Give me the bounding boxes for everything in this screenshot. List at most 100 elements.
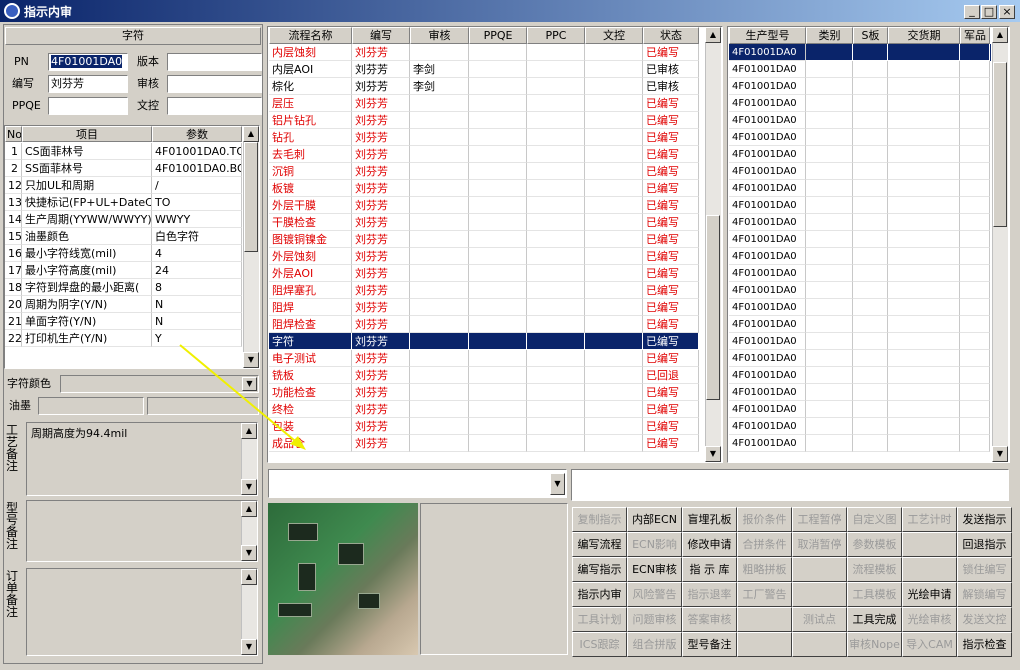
- scroll-up[interactable]: ▲: [241, 501, 257, 517]
- table-cell: 阻焊塞孔: [269, 282, 352, 299]
- text-field[interactable]: [571, 469, 1009, 501]
- action-button[interactable]: 编写指示: [572, 557, 627, 582]
- close-button[interactable]: ×: [999, 5, 1015, 19]
- table-cell: [527, 265, 585, 282]
- table-cell: 生产周期(YYWW/WWYY): [22, 211, 152, 228]
- table-cell: [806, 435, 853, 452]
- table-cell: [888, 299, 960, 316]
- table-cell: [469, 384, 527, 401]
- action-button[interactable]: 编写流程: [572, 532, 627, 557]
- maximize-button[interactable]: □: [981, 5, 997, 19]
- scroll-down[interactable]: ▼: [243, 352, 259, 368]
- selected-row: [729, 44, 991, 61]
- chip: [288, 523, 318, 541]
- column-header: 编写: [352, 27, 410, 44]
- action-button[interactable]: 修改申请: [682, 532, 737, 557]
- text-field[interactable]: [167, 53, 262, 71]
- table-cell: [806, 78, 853, 95]
- scroll-up[interactable]: ▲: [705, 27, 721, 43]
- note-text[interactable]: 周期高度为94.4mil: [26, 422, 258, 496]
- text-field[interactable]: [38, 397, 144, 415]
- table-cell: 内层AOI: [269, 61, 352, 78]
- table-cell: [469, 282, 527, 299]
- text-field[interactable]: [167, 75, 262, 93]
- table-cell: 李剑: [410, 61, 469, 78]
- combo-box[interactable]: [60, 375, 259, 393]
- table-cell: [888, 78, 960, 95]
- text-field[interactable]: 4F01001DA0: [48, 53, 128, 71]
- action-button[interactable]: 指示检查: [957, 632, 1012, 657]
- table-cell: N: [152, 296, 242, 313]
- table-cell: [410, 435, 469, 452]
- table-cell: [806, 163, 853, 180]
- table-cell: [527, 112, 585, 129]
- table-cell: [469, 180, 527, 197]
- combo-arrow[interactable]: ▼: [242, 377, 257, 391]
- action-button: 发送文控: [957, 607, 1012, 632]
- action-button[interactable]: 工具完成: [847, 607, 902, 632]
- scroll-down[interactable]: ▼: [992, 446, 1008, 462]
- action-button: [792, 632, 847, 657]
- scroll-down[interactable]: ▼: [241, 545, 257, 561]
- action-button: 组合拼版: [627, 632, 682, 657]
- combo-arrow[interactable]: ▼: [550, 473, 565, 495]
- action-button[interactable]: 指 示 库: [682, 557, 737, 582]
- combo-box[interactable]: [268, 469, 567, 498]
- chip: [358, 593, 380, 609]
- table-cell: 4F01001DA0: [729, 299, 806, 316]
- table-cell: [806, 333, 853, 350]
- table-cell: [888, 350, 960, 367]
- note-text[interactable]: [26, 568, 258, 656]
- table-cell: [585, 163, 643, 180]
- action-button: 答案审核: [682, 607, 737, 632]
- scroll-up[interactable]: ▲: [243, 126, 259, 142]
- scroll-down[interactable]: ▼: [705, 446, 721, 462]
- action-button[interactable]: 光绘申请: [902, 582, 957, 607]
- action-button[interactable]: 指示内审: [572, 582, 627, 607]
- selected-row: [269, 333, 699, 350]
- table-cell: [853, 112, 888, 129]
- table-cell: [469, 214, 527, 231]
- scroll-up[interactable]: ▲: [241, 423, 257, 439]
- action-button[interactable]: 盲埋孔板: [682, 507, 737, 532]
- table-cell: [585, 95, 643, 112]
- note-text[interactable]: [26, 500, 258, 562]
- minimize-button[interactable]: _: [964, 5, 980, 19]
- table-cell: [888, 248, 960, 265]
- field-label: 审核: [137, 77, 159, 90]
- scroll-up[interactable]: ▲: [992, 27, 1008, 43]
- action-button[interactable]: 回退指示: [957, 532, 1012, 557]
- action-button: 自定义图: [847, 507, 902, 532]
- table-cell: 2: [5, 160, 22, 177]
- action-button[interactable]: 型号备注: [682, 632, 737, 657]
- table-cell: [888, 435, 960, 452]
- table-cell: 4F01001DA0: [729, 129, 806, 146]
- column-header: 军品: [960, 27, 990, 44]
- text-field[interactable]: [147, 397, 259, 415]
- action-button[interactable]: 内部ECN: [627, 507, 682, 532]
- preview-panel: [420, 503, 568, 655]
- table-cell: 已编写: [643, 180, 699, 197]
- action-button[interactable]: 发送指示: [957, 507, 1012, 532]
- action-button: 锁住编写: [957, 557, 1012, 582]
- scroll-down[interactable]: ▼: [241, 479, 257, 495]
- table-cell: [853, 282, 888, 299]
- table-cell: [960, 214, 990, 231]
- table-cell: 17: [5, 262, 22, 279]
- table-cell: [410, 418, 469, 435]
- column-header: 参数: [152, 126, 242, 142]
- table-cell: [853, 299, 888, 316]
- field-label: 油墨: [9, 399, 31, 412]
- table-cell: [527, 367, 585, 384]
- table-cell: [469, 129, 527, 146]
- table-cell: 刘芬芳: [352, 163, 410, 180]
- scroll-up[interactable]: ▲: [241, 569, 257, 585]
- table-cell: [888, 333, 960, 350]
- text-field[interactable]: [167, 97, 262, 115]
- text-field[interactable]: [48, 97, 128, 115]
- action-button[interactable]: ECN审核: [627, 557, 682, 582]
- text-field[interactable]: 刘芬芳: [48, 75, 128, 93]
- table-cell: 刘芬芳: [352, 61, 410, 78]
- scroll-down[interactable]: ▼: [241, 639, 257, 655]
- action-button: 指示退率: [682, 582, 737, 607]
